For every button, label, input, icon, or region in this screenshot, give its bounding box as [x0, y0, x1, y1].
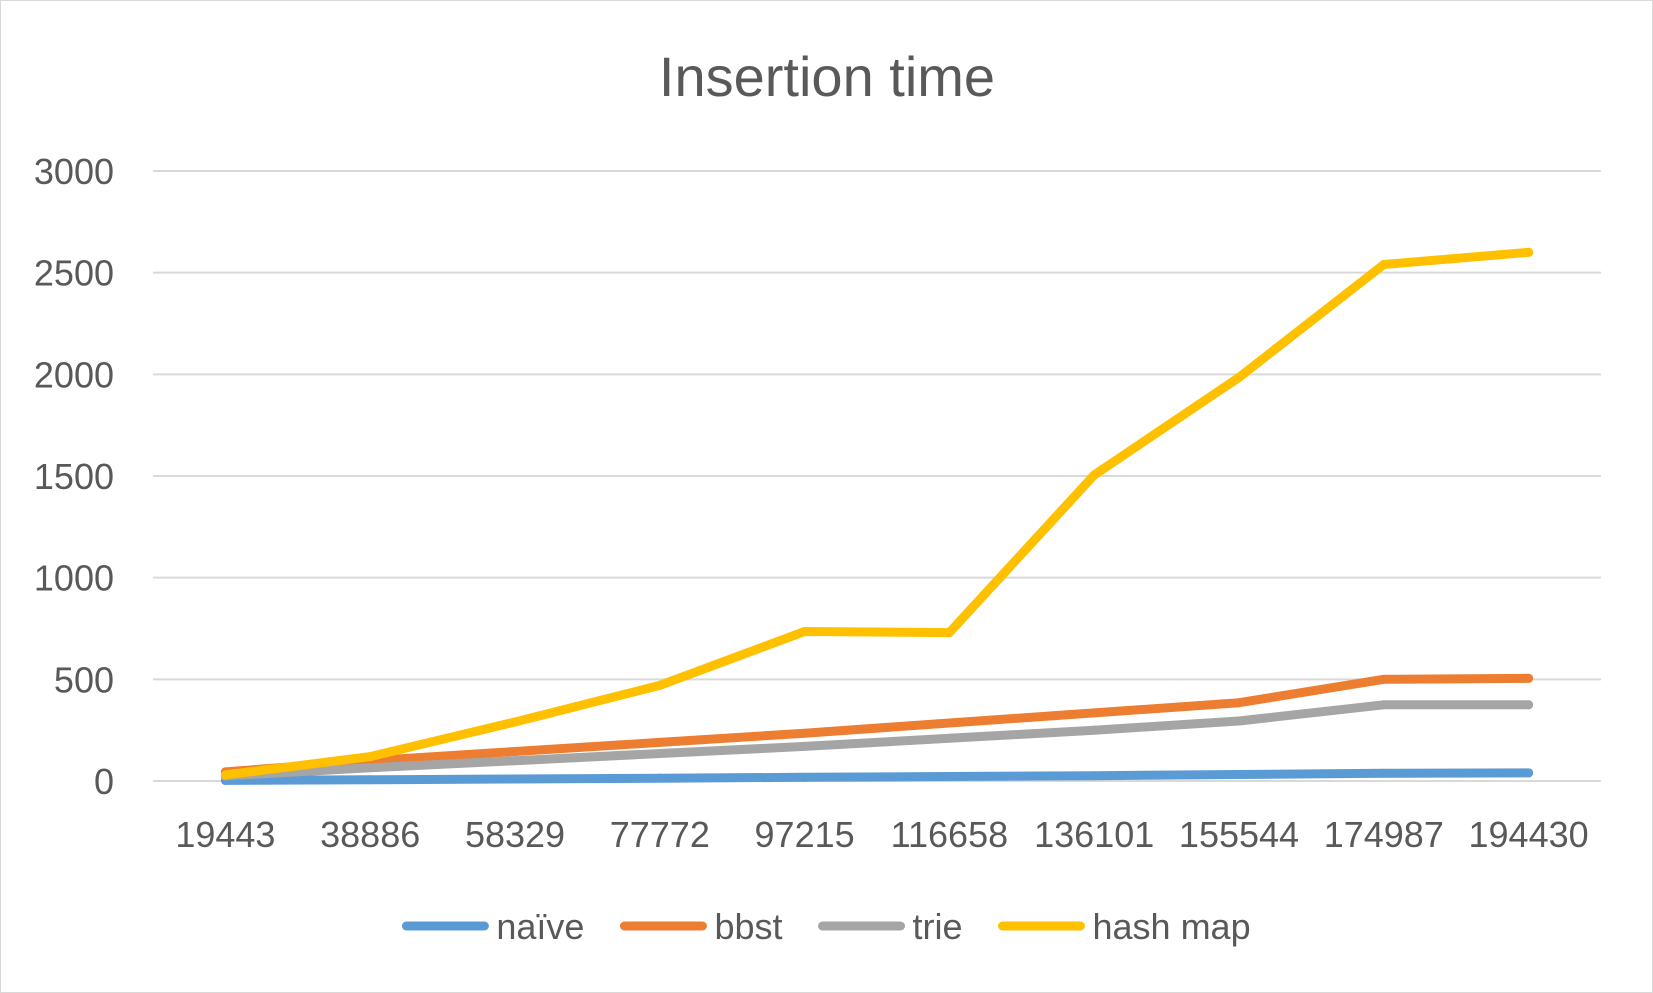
- data-point: [655, 680, 665, 690]
- data-point: [800, 772, 810, 782]
- x-tick-label: 194430: [1469, 814, 1589, 855]
- series-hash-map: [220, 247, 1534, 780]
- y-tick-label: 3000: [34, 151, 114, 192]
- x-tick-label: 136101: [1034, 814, 1154, 855]
- y-tick-label: 1500: [34, 456, 114, 497]
- data-point: [655, 749, 665, 759]
- data-point: [510, 774, 520, 784]
- x-tick-label: 116658: [891, 814, 1008, 855]
- data-point: [1234, 716, 1244, 726]
- data-point: [655, 737, 665, 747]
- series-line: [220, 247, 1534, 780]
- data-point: [1379, 768, 1389, 778]
- data-point: [655, 773, 665, 783]
- data-point: [944, 772, 954, 782]
- data-point: [1524, 247, 1534, 257]
- data-point: [944, 718, 954, 728]
- x-tick-label: 77772: [610, 814, 710, 855]
- series-lines: [220, 247, 1534, 785]
- data-point: [365, 763, 375, 773]
- data-point: [510, 756, 520, 766]
- data-point: [365, 775, 375, 785]
- data-point: [800, 741, 810, 751]
- y-tick-label: 500: [54, 659, 114, 700]
- data-point: [1379, 260, 1389, 270]
- data-point: [510, 747, 520, 757]
- legend-item-hash-map: hash map: [998, 906, 1251, 947]
- legend-item-trie: trie: [818, 906, 963, 947]
- legend-label: bbst: [714, 906, 782, 947]
- y-tick-label: 2000: [34, 354, 114, 395]
- series-line: [220, 673, 1534, 777]
- data-point: [1234, 372, 1244, 382]
- y-axis-ticks: 0 500 1000 1500 2000 2500 3000: [34, 151, 114, 802]
- data-point: [1089, 470, 1099, 480]
- legend-item-bbst: bbst: [619, 906, 783, 947]
- legend: naïve bbst trie hash map: [401, 906, 1251, 947]
- data-point: [1524, 768, 1534, 778]
- data-point: [1089, 708, 1099, 718]
- data-point: [800, 728, 810, 738]
- gridlines: [153, 170, 1601, 782]
- x-tick-label: 97215: [755, 814, 855, 855]
- data-point: [1524, 673, 1534, 683]
- data-point: [1234, 769, 1244, 779]
- data-point: [510, 717, 520, 727]
- data-point: [220, 770, 230, 780]
- legend-label: hash map: [1093, 906, 1251, 947]
- x-tick-label: 58329: [465, 814, 565, 855]
- data-point: [1379, 700, 1389, 710]
- data-point: [800, 627, 810, 637]
- x-axis-ticks: 19443 38886 58329 77772 97215 116658 136101 155…: [175, 814, 1588, 855]
- data-point: [1524, 700, 1534, 710]
- chart-title: Insertion time: [659, 45, 995, 108]
- series-trie: [220, 700, 1534, 781]
- legend-label: trie: [913, 906, 963, 947]
- series-line: [220, 768, 1534, 785]
- data-point: [365, 752, 375, 762]
- legend-label: naïve: [496, 906, 584, 947]
- legend-item-naïve: naïve: [401, 906, 584, 947]
- data-point: [944, 628, 954, 638]
- data-point: [1089, 771, 1099, 781]
- y-tick-label: 1000: [34, 558, 114, 599]
- x-tick-label: 174987: [1324, 814, 1444, 855]
- data-point: [944, 733, 954, 743]
- x-tick-label: 19443: [175, 814, 275, 855]
- data-point: [1234, 698, 1244, 708]
- y-tick-label: 2500: [34, 253, 114, 294]
- data-point: [1089, 725, 1099, 735]
- y-tick-label: 0: [94, 761, 114, 802]
- series-line: [220, 700, 1534, 781]
- x-tick-label: 38886: [320, 814, 420, 855]
- data-point: [1379, 674, 1389, 684]
- x-tick-label: 155544: [1179, 814, 1299, 855]
- series-naïve: [220, 768, 1534, 785]
